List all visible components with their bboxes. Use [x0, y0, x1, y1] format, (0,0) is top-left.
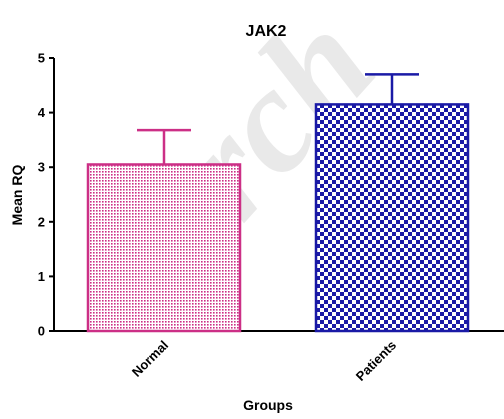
- bar-normal: [86, 163, 242, 333]
- y-axis-label: Mean RQ: [9, 165, 25, 226]
- x-tick-label-patients: Patients: [353, 338, 399, 384]
- y-tick-label: 5: [38, 51, 45, 66]
- y-tick-label: 0: [38, 324, 45, 339]
- y-tick-label: 4: [38, 105, 46, 120]
- bars: [86, 73, 470, 333]
- chart-title: JAK2: [246, 23, 287, 40]
- y-ticks: 0 1 2 3 4 5: [38, 51, 54, 339]
- y-tick-label: 1: [38, 269, 45, 284]
- y-tick-label: 2: [38, 214, 45, 229]
- x-tick-label-normal: Normal: [129, 338, 171, 380]
- bar-patients: [314, 103, 470, 333]
- x-ticks: Normal Patients: [129, 338, 399, 384]
- y-tick-label: 3: [38, 160, 45, 175]
- x-axis-label: Groups: [243, 397, 293, 413]
